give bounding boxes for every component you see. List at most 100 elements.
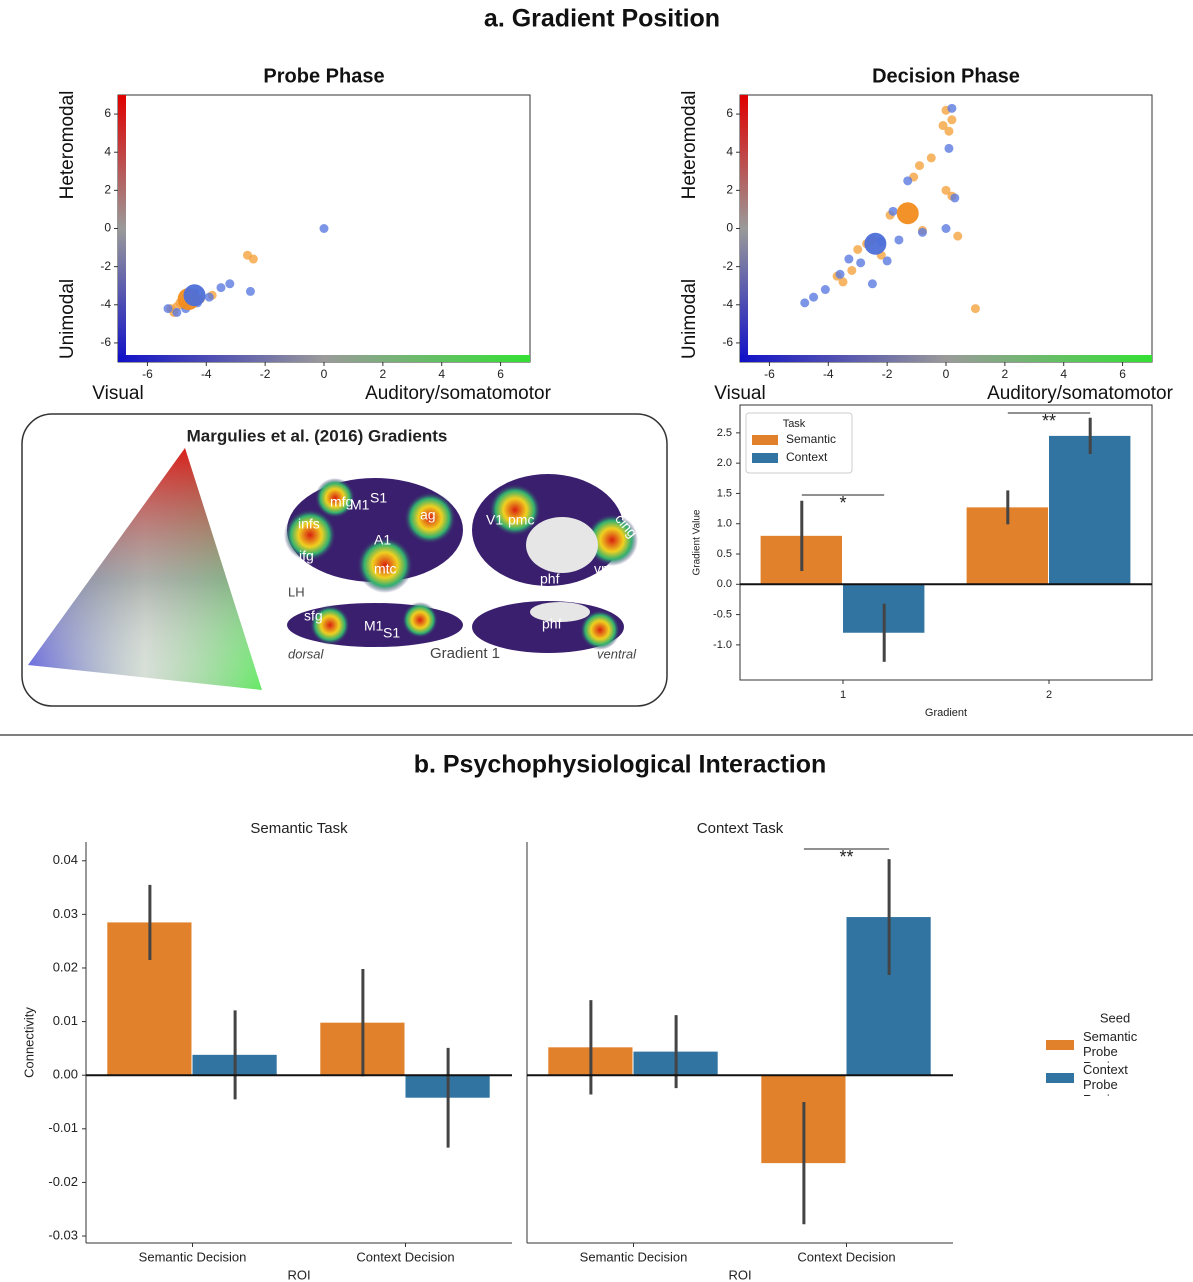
point [204, 292, 214, 302]
x-tick-label: -4 [823, 367, 834, 381]
y-tick-label: -4 [100, 297, 111, 311]
x-tick-label: -6 [764, 367, 775, 381]
point [853, 244, 863, 254]
x-axis-label: Visual [92, 383, 143, 404]
brain-blob [489, 484, 541, 536]
chart-title: Context Task [697, 820, 784, 837]
point [882, 256, 892, 266]
y-axis-label: Unimodal [57, 279, 78, 359]
brain-medial-wall [530, 602, 590, 622]
chart-title: Decision Phase [872, 65, 1020, 87]
y-tick-label: 0.5 [717, 548, 732, 560]
x-axis-label: Auditory/somatomotor [987, 383, 1174, 404]
point [225, 279, 235, 289]
brain-label: S1 [370, 490, 387, 506]
brain-label: V1 [486, 512, 503, 528]
point [867, 279, 877, 289]
y-tick-label: 0.01 [53, 1013, 78, 1028]
brain-label: infs [298, 516, 320, 532]
significance-label: * [839, 493, 846, 513]
point [947, 103, 957, 113]
y-tick-label: -2 [722, 259, 733, 273]
legend-swatch [752, 453, 778, 463]
point [844, 254, 854, 264]
y-tick-label: 4 [726, 144, 733, 158]
point [847, 265, 857, 275]
inset-title: Margulies et al. (2016) Gradients [187, 426, 448, 445]
x-tick-label: 0 [321, 367, 328, 381]
legend-swatch [752, 435, 778, 445]
y-axis-label: Unimodal [679, 279, 700, 359]
x-tick-label: Context Decision [797, 1249, 895, 1264]
point [800, 298, 810, 308]
y-tick-label: -0.03 [48, 1227, 78, 1242]
y-axis-label: Gradient Value [692, 509, 703, 575]
point [941, 185, 951, 195]
y-tick-label: 2.0 [717, 457, 732, 469]
brain-medial-wall [526, 517, 598, 573]
point [248, 254, 258, 264]
point [856, 258, 866, 268]
x-tick-label: -6 [142, 367, 153, 381]
point [216, 283, 226, 293]
brain-label: M1 [350, 497, 370, 513]
x-axis-label: Visual [714, 383, 765, 404]
x-tick-label: 2 [380, 367, 387, 381]
legend-title: Seed [1100, 1010, 1130, 1025]
point [245, 286, 255, 296]
significance-label: ** [839, 847, 853, 867]
x-tick-label: 6 [1119, 367, 1126, 381]
y-axis-label: Heteromodal [57, 91, 78, 200]
legend-swatch [1046, 1073, 1074, 1083]
legend-entry: Context Probe Regions [1083, 1062, 1131, 1096]
y-tick-label: -6 [722, 335, 733, 349]
y-tick-label: 0.0 [717, 578, 732, 590]
section-title: a. Gradient Position [484, 5, 720, 33]
x-tick-label: -4 [201, 367, 212, 381]
y-tick-label: 2.5 [717, 427, 732, 439]
legend-label: Context Probe Regions [1083, 1062, 1131, 1096]
x-tick-label: 4 [438, 367, 445, 381]
point [163, 304, 173, 314]
y-colorbar [118, 95, 126, 362]
brain-blob [402, 602, 438, 638]
y-tick-label: 6 [104, 106, 111, 120]
brain-label: pmc [508, 512, 534, 528]
y-tick-label: 2 [726, 183, 733, 197]
y-axis-label: Connectivity [21, 1007, 36, 1078]
brain-label: M1 [364, 618, 384, 634]
point [941, 224, 951, 233]
brain-label: Gradient 1 [430, 645, 500, 662]
y-tick-label: -0.5 [713, 608, 732, 620]
y-tick-label: 0.00 [53, 1067, 78, 1082]
x-axis-label: ROI [287, 1267, 310, 1282]
brain-label: A1 [374, 532, 391, 548]
y-tick-label: -1.0 [713, 639, 732, 651]
y-tick-label: -4 [722, 297, 733, 311]
x-colorbar [740, 355, 1152, 362]
y-tick-label: -6 [100, 335, 111, 349]
x-tick-label: 0 [943, 367, 950, 381]
brain-label: ifg [299, 548, 314, 564]
point [894, 235, 904, 245]
legend-label: Context [786, 450, 828, 464]
y-tick-label: 0 [104, 221, 111, 235]
legend-entry: Semantic Probe Regions [1083, 1029, 1137, 1063]
brain-label: mfg [330, 494, 353, 510]
y-tick-label: -0.02 [48, 1174, 78, 1189]
y-axis-label: Heteromodal [679, 91, 700, 200]
mean-point [896, 202, 919, 225]
brain-label: phf [542, 616, 562, 632]
point [888, 206, 898, 216]
point [944, 143, 954, 153]
point [838, 277, 848, 287]
point [970, 304, 980, 314]
chart-title: Semantic Task [250, 820, 348, 837]
y-tick-label: 2 [104, 183, 111, 197]
point [915, 161, 925, 171]
point [319, 224, 329, 233]
point [903, 176, 913, 186]
mean-point [183, 284, 206, 307]
y-tick-label: 0 [726, 221, 733, 235]
